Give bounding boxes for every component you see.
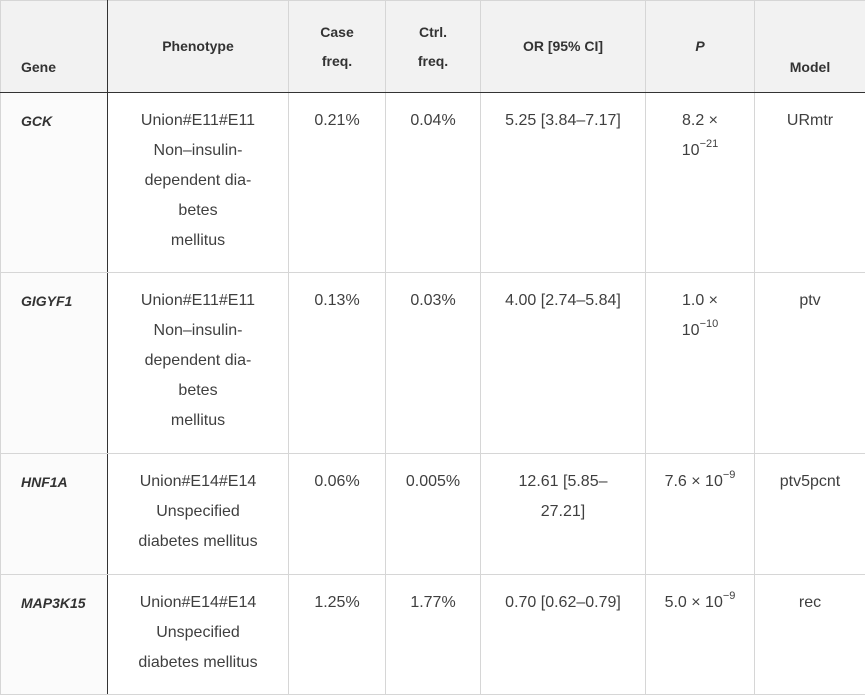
- model-cell: rec: [755, 575, 865, 695]
- phenotype-line: Union#E11#E11: [130, 286, 266, 316]
- case-freq-cell: 0.21%: [289, 93, 386, 273]
- p-value-power: 7.6 × 10−9: [662, 467, 738, 497]
- p-value-exponent: −10: [700, 318, 719, 330]
- phenotype-cell: Union#E14#E14 Unspecified diabetes melli…: [108, 575, 289, 695]
- header-gene: Gene: [1, 1, 108, 93]
- p-value-cell: 1.0 × 10−10: [646, 273, 755, 454]
- p-value-base: 5.0 × 10: [665, 594, 723, 611]
- gene-cell: GCK: [1, 93, 108, 273]
- phenotype-line: diabetes mellitus: [130, 648, 266, 678]
- phenotype-line: betes: [130, 376, 266, 406]
- phenotype-line: Non–insulin-: [130, 316, 266, 346]
- or-ci-line: 27.21]: [495, 497, 631, 527]
- header-case-freq-line2: freq.: [289, 47, 385, 76]
- case-freq-cell: 0.13%: [289, 273, 386, 454]
- phenotype-line: mellitus: [130, 226, 266, 256]
- p-value-power: 10−21: [662, 136, 738, 166]
- table-row: HNF1A Union#E14#E14 Unspecified diabetes…: [1, 454, 865, 575]
- gene-cell: MAP3K15: [1, 575, 108, 695]
- phenotype-cell: Union#E14#E14 Unspecified diabetes melli…: [108, 454, 289, 575]
- phenotype-line: Union#E14#E14: [130, 588, 266, 618]
- or-ci-cell: 12.61 [5.85– 27.21]: [481, 454, 646, 575]
- p-value-base: 7.6 × 10: [665, 473, 723, 490]
- phenotype-line: Non–insulin-: [130, 136, 266, 166]
- table-header: Gene Phenotype Case freq. Ctrl. freq. OR…: [1, 1, 865, 93]
- ctrl-freq-cell: 0.005%: [386, 454, 481, 575]
- table-row: GCK Union#E11#E11 Non–insulin- dependent…: [1, 93, 865, 273]
- phenotype-line: dependent dia-: [130, 166, 266, 196]
- p-value-mantissa: 1.0 ×: [662, 286, 738, 316]
- phenotype-line: dependent dia-: [130, 346, 266, 376]
- or-ci-cell: 4.00 [2.74–5.84]: [481, 273, 646, 454]
- phenotype-line: Union#E11#E11: [130, 106, 266, 136]
- p-value-power: 10−10: [662, 316, 738, 346]
- header-ctrl-freq: Ctrl. freq.: [386, 1, 481, 93]
- phenotype-cell: Union#E11#E11 Non–insulin- dependent dia…: [108, 93, 289, 273]
- model-cell: ptv: [755, 273, 865, 454]
- header-row: Gene Phenotype Case freq. Ctrl. freq. OR…: [1, 1, 865, 93]
- gene-cell: HNF1A: [1, 454, 108, 575]
- header-or-ci: OR [95% CI]: [481, 1, 646, 93]
- model-cell: ptv5pcnt: [755, 454, 865, 575]
- p-value-base: 10: [682, 322, 700, 339]
- phenotype-line: Unspecified: [130, 497, 266, 527]
- or-ci-line: 12.61 [5.85–: [495, 467, 631, 497]
- phenotype-line: Unspecified: [130, 618, 266, 648]
- header-ctrl-freq-line2: freq.: [386, 47, 480, 76]
- p-value-power: 5.0 × 10−9: [662, 588, 738, 618]
- phenotype-line: diabetes mellitus: [130, 527, 266, 557]
- p-value-exponent: −21: [700, 138, 719, 150]
- ctrl-freq-cell: 0.03%: [386, 273, 481, 454]
- header-case-freq-line1: Case: [289, 18, 385, 47]
- p-value-exponent: −9: [723, 590, 736, 602]
- phenotype-line: betes: [130, 196, 266, 226]
- p-value-base: 10: [682, 142, 700, 159]
- header-model: Model: [755, 1, 865, 93]
- header-case-freq: Case freq.: [289, 1, 386, 93]
- table-body: GCK Union#E11#E11 Non–insulin- dependent…: [1, 93, 865, 695]
- phenotype-line: mellitus: [130, 406, 266, 436]
- table-row: GIGYF1 Union#E11#E11 Non–insulin- depend…: [1, 273, 865, 454]
- p-value-cell: 5.0 × 10−9: [646, 575, 755, 695]
- p-value-exponent: −9: [723, 469, 736, 481]
- header-phenotype: Phenotype: [108, 1, 289, 93]
- table-row: MAP3K15 Union#E14#E14 Unspecified diabet…: [1, 575, 865, 695]
- p-value-mantissa: 8.2 ×: [662, 106, 738, 136]
- header-ctrl-freq-line1: Ctrl.: [386, 18, 480, 47]
- case-freq-cell: 0.06%: [289, 454, 386, 575]
- model-cell: URmtr: [755, 93, 865, 273]
- p-value-cell: 8.2 × 10−21: [646, 93, 755, 273]
- or-ci-cell: 5.25 [3.84–7.17]: [481, 93, 646, 273]
- p-value-cell: 7.6 × 10−9: [646, 454, 755, 575]
- phenotype-cell: Union#E11#E11 Non–insulin- dependent dia…: [108, 273, 289, 454]
- ctrl-freq-cell: 0.04%: [386, 93, 481, 273]
- or-ci-cell: 0.70 [0.62–0.79]: [481, 575, 646, 695]
- case-freq-cell: 1.25%: [289, 575, 386, 695]
- header-p-value: P: [646, 1, 755, 93]
- ctrl-freq-cell: 1.77%: [386, 575, 481, 695]
- gene-cell: GIGYF1: [1, 273, 108, 454]
- phenotype-line: Union#E14#E14: [130, 467, 266, 497]
